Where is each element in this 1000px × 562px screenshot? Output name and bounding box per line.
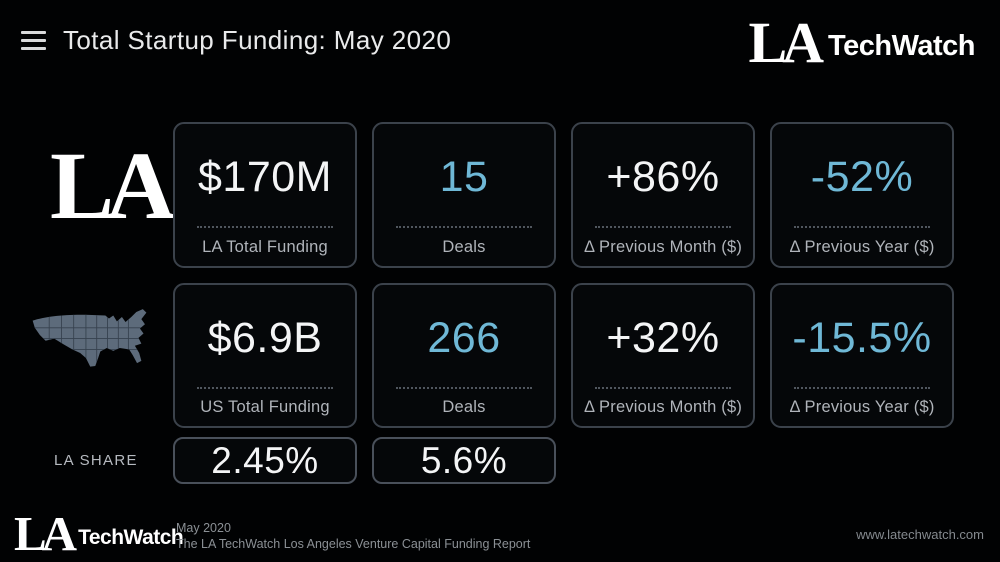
footer-date: May 2020 [176, 521, 231, 535]
metric-value: $170M [198, 152, 332, 201]
metric-card-us-delta-year: -15.5% Δ Previous Year ($) [770, 283, 954, 428]
techwatch-logo-text: TechWatch [828, 29, 975, 62]
techwatch-logo-text: TechWatch [78, 525, 184, 549]
dotted-divider [595, 226, 731, 228]
metric-label: Δ Previous Year ($) [789, 398, 935, 416]
la-logo-text: LA [748, 10, 824, 75]
hamburger-bar [21, 39, 46, 42]
metric-value: 266 [427, 313, 501, 362]
metric-value: 15 [439, 152, 489, 201]
dotted-divider [396, 226, 532, 228]
metric-value: +86% [606, 152, 720, 201]
dotted-divider [794, 387, 930, 389]
dotted-divider [197, 226, 333, 228]
us-map-icon [32, 309, 147, 367]
page-title: Total Startup Funding: May 2020 [63, 25, 452, 55]
metric-card-la-delta-month: +86% Δ Previous Month ($) [571, 122, 755, 268]
share-card-deals: 5.6% [372, 437, 556, 484]
share-card-funding: 2.45% [173, 437, 357, 484]
la-region-icon: LA [50, 132, 175, 239]
dotted-divider [595, 387, 731, 389]
website-link[interactable]: www.latechwatch.com [856, 527, 984, 542]
dotted-divider [396, 387, 532, 389]
hamburger-menu-icon[interactable] [21, 31, 46, 50]
dotted-divider [794, 226, 930, 228]
metric-card-us-delta-month: +32% Δ Previous Month ($) [571, 283, 755, 428]
metric-card-us-deals: 266 Deals [372, 283, 556, 428]
metric-label: Δ Previous Year ($) [789, 237, 935, 256]
metric-card-la-delta-year: -52% Δ Previous Year ($) [770, 122, 954, 268]
metric-label: Deals [442, 237, 486, 256]
metric-label: Δ Previous Month ($) [583, 237, 743, 256]
metric-value: $6.9B [207, 313, 323, 362]
hamburger-bar [21, 47, 46, 50]
metric-label: Deals [442, 398, 486, 416]
latechwatch-logo: LA TechWatch [748, 14, 975, 72]
footer-report-info: May 2020 The LA TechWatch Los Angeles Ve… [176, 520, 530, 552]
metric-value: +32% [606, 313, 720, 362]
metric-label: LA Total Funding [202, 237, 328, 256]
metric-card-us-total-funding: $6.9B US Total Funding [173, 283, 357, 428]
dotted-divider [197, 387, 333, 389]
footer-report-title: The LA TechWatch Los Angeles Venture Cap… [176, 537, 531, 551]
metric-label: Δ Previous Month ($) [583, 398, 743, 416]
metric-label: US Total Funding [200, 398, 330, 416]
metric-value: -52% [810, 152, 914, 201]
metric-card-la-total-funding: $170M LA Total Funding [173, 122, 357, 268]
metric-card-la-deals: 15 Deals [372, 122, 556, 268]
la-share-label: LA SHARE [54, 452, 138, 469]
la-logo-text: LA [14, 506, 77, 561]
metric-value: -15.5% [792, 313, 932, 362]
hamburger-bar [21, 31, 46, 34]
footer-latechwatch-logo: LA TechWatch [14, 506, 184, 561]
